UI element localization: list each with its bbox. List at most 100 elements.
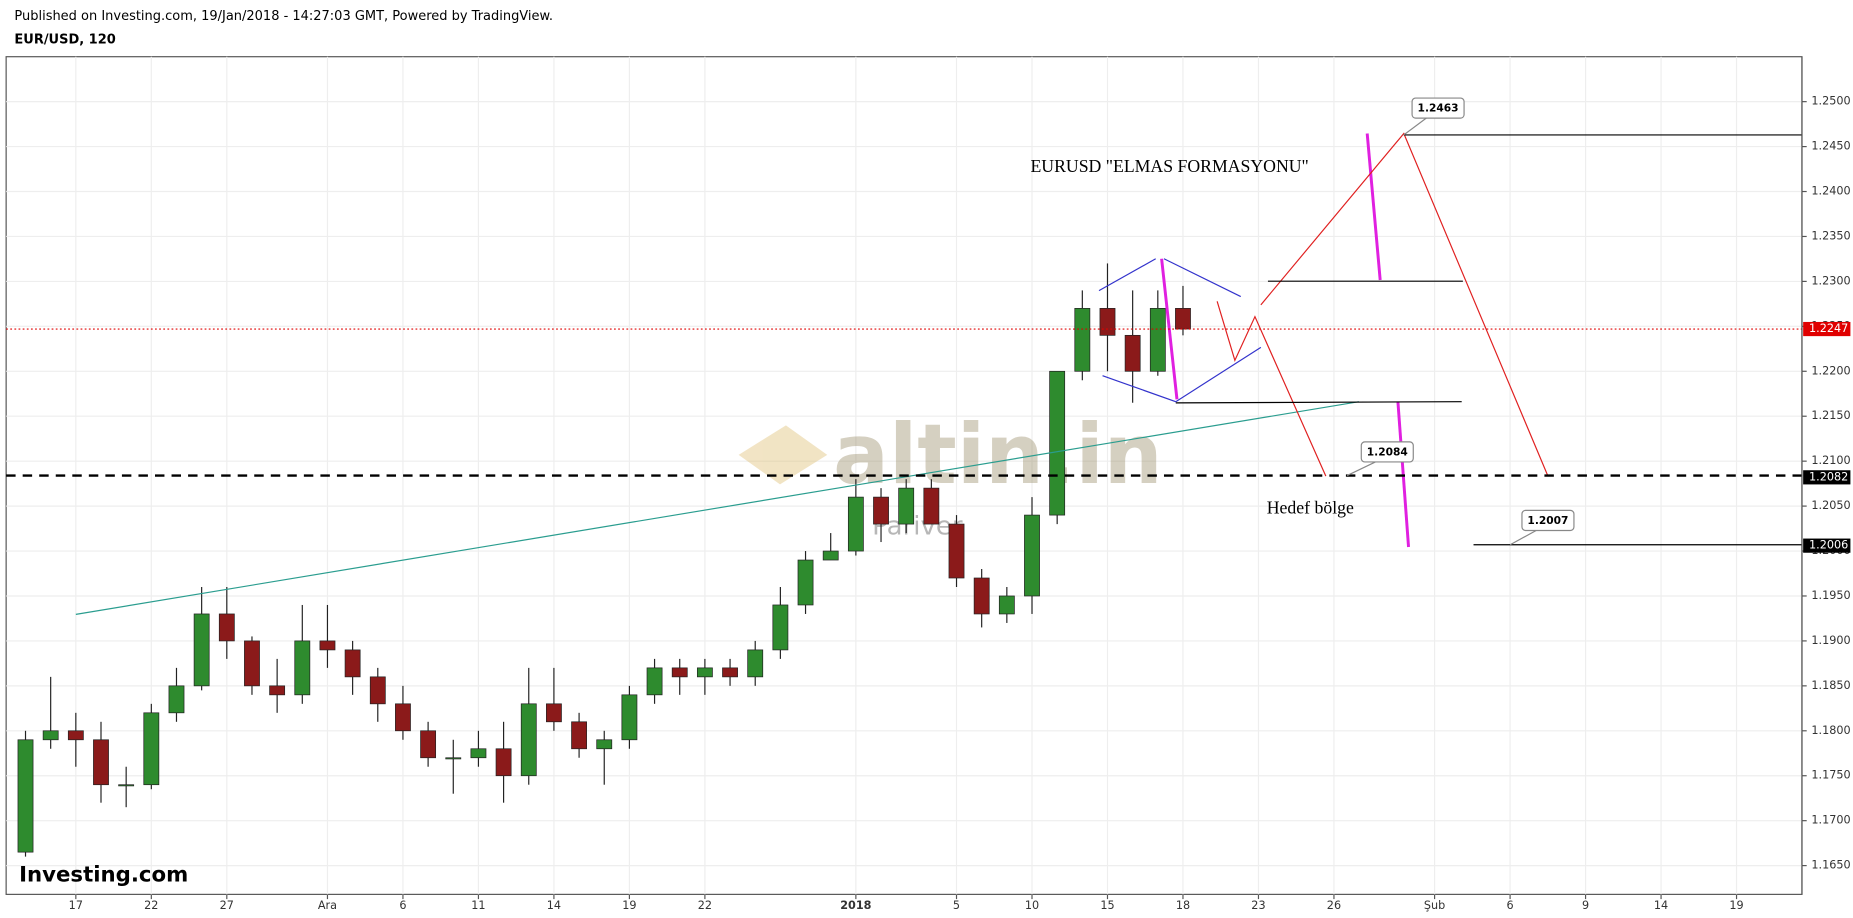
candle-body	[193, 613, 210, 687]
x-tick-label: 26	[1327, 899, 1341, 912]
projection-line	[1216, 301, 1327, 477]
candle-body	[42, 730, 59, 741]
x-tick-label: 10	[1025, 899, 1039, 912]
candle-body	[67, 730, 84, 741]
candle-body	[747, 649, 764, 678]
callout-box	[1411, 97, 1465, 119]
candle-body	[772, 604, 789, 651]
chart-title: EUR/USD, 120	[14, 33, 115, 48]
candle-body	[923, 487, 940, 525]
callout-pointer	[1403, 117, 1427, 136]
price-label: 1.2247	[1809, 322, 1848, 335]
candle-body	[244, 640, 260, 687]
x-tick-label: 18	[1176, 899, 1190, 912]
candle-body	[722, 667, 738, 678]
candle-body	[445, 757, 462, 760]
candle-body	[395, 703, 411, 732]
x-tick-label: 19	[622, 899, 636, 912]
candle-body	[646, 667, 663, 696]
callout-label: 1.2084	[1367, 446, 1408, 459]
x-tick-label: 19	[1729, 899, 1743, 912]
y-tick-label: 1.1950	[1811, 589, 1850, 602]
x-tick-label: 6	[1507, 899, 1514, 912]
x-tick-label: 14	[547, 899, 561, 912]
y-tick-label: 1.2100	[1811, 454, 1850, 467]
levels: 1.2463 1.2084 1.2007	[6, 97, 1802, 546]
watermark: altin.in Pariver	[738, 406, 1163, 541]
x-tick-label: 22	[144, 899, 158, 912]
x-tick-label: 22	[698, 899, 712, 912]
projection-line	[1260, 132, 1549, 477]
y-tick-label: 1.2500	[1811, 95, 1850, 108]
x-tick-label: Ara	[318, 899, 337, 912]
candle-body	[847, 496, 864, 552]
y-tick-label: 1.1800	[1811, 724, 1850, 737]
candle-body	[1099, 308, 1116, 336]
candles	[17, 263, 1191, 857]
candle-body	[873, 496, 889, 525]
candle-body	[269, 685, 286, 696]
candle-body	[420, 730, 437, 759]
candle-body	[319, 640, 336, 651]
watermark-text: altin.in	[833, 406, 1163, 503]
drawings	[75, 132, 1549, 615]
y-tick-label: 1.2050	[1811, 499, 1850, 512]
callout-pointer	[1509, 529, 1537, 546]
candle-body	[143, 712, 160, 786]
candle-body	[520, 703, 537, 777]
x-tick-label: Şub	[1424, 899, 1445, 912]
candle-body	[470, 748, 487, 759]
candle-body	[973, 577, 990, 615]
candle-body	[1024, 514, 1040, 597]
header: Published on Investing.com, 19/Jan/2018 …	[14, 9, 553, 24]
y-tick-label: 1.2150	[1811, 409, 1850, 422]
candle-body	[294, 640, 311, 696]
candle-body	[344, 649, 361, 678]
candle-body	[797, 559, 814, 606]
y-tick-label: 1.1750	[1811, 769, 1850, 782]
candle-body	[898, 487, 915, 525]
candle-body	[369, 676, 386, 705]
magenta-line	[1365, 133, 1382, 281]
callout-box	[1521, 509, 1575, 532]
candle-body	[118, 784, 135, 787]
y-tick-label: 1.2450	[1811, 140, 1850, 153]
price-label-box	[1803, 538, 1851, 553]
y-tick-label: 1.2300	[1811, 274, 1850, 287]
annotation: Hedef bölge	[1267, 497, 1354, 517]
callout-label: 1.2463	[1418, 102, 1459, 115]
y-tick-label: 1.1650	[1811, 859, 1850, 872]
y-tick-label: 1.2350	[1811, 229, 1850, 242]
x-tick-label: 9	[1582, 899, 1589, 912]
x-tick-label: 14	[1654, 899, 1668, 912]
candle-body	[1074, 308, 1091, 372]
x-tick-label: 5	[953, 899, 960, 912]
candle-body	[495, 748, 512, 777]
callout-label: 1.2007	[1527, 514, 1568, 527]
candle-body	[546, 703, 562, 723]
candle-body	[93, 739, 109, 786]
price-label: 1.2082	[1809, 470, 1848, 483]
candle-body	[1049, 370, 1066, 516]
candle-body	[948, 523, 965, 579]
diamond-edge	[1098, 258, 1156, 292]
y-tick-label: 1.1900	[1811, 634, 1850, 647]
candle-body	[17, 739, 34, 853]
candle-body	[1149, 308, 1166, 372]
y-tick-label: 1.2200	[1811, 364, 1850, 377]
candle-body	[696, 667, 713, 678]
candle-body	[998, 595, 1015, 615]
x-tick-label: 2018	[840, 899, 871, 912]
diamond-edge	[1102, 346, 1262, 403]
price-label: 1.2006	[1809, 539, 1848, 552]
x-tick-label: 27	[220, 899, 234, 912]
price-label-box	[1803, 470, 1851, 485]
candle-body	[621, 694, 638, 741]
axes: 1.1650 1.1700 1.1750 1.1800 1.1850 1.1900 1.19…	[69, 95, 1851, 913]
x-tick-label: 15	[1100, 899, 1114, 912]
candle-body	[822, 550, 839, 561]
candle-body	[168, 685, 185, 714]
